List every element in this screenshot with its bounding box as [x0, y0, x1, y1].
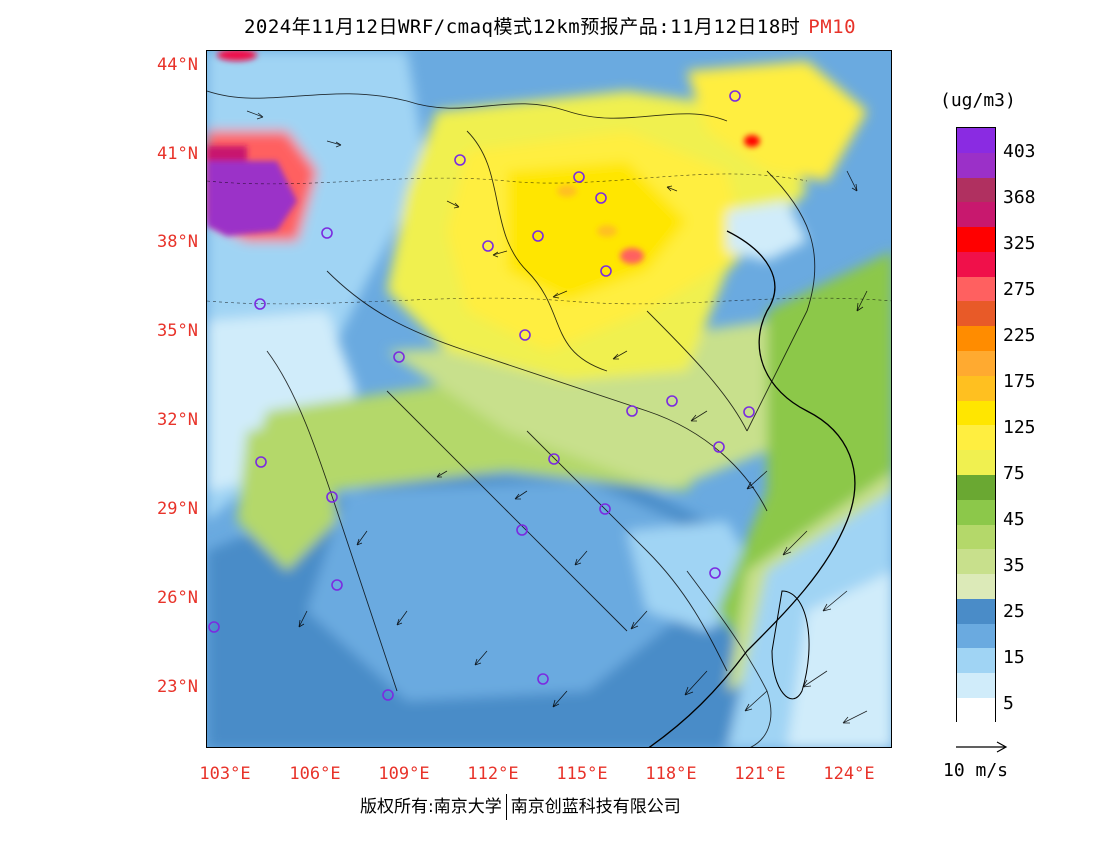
legend-swatch — [957, 326, 995, 352]
copyright-part1: 版权所有:南京大学 — [360, 797, 502, 817]
legend-swatch — [957, 351, 995, 376]
legend-swatch — [957, 474, 995, 500]
legend-label: 368 — [1003, 187, 1036, 208]
legend-swatch — [957, 177, 995, 203]
copyright-notice: 版权所有:南京大学 南京创蓝科技有限公司 — [360, 792, 681, 820]
lon-label-118e: 118°E — [645, 764, 697, 784]
legend-swatch — [957, 697, 995, 723]
legend-swatch — [957, 251, 995, 277]
legend-swatch — [957, 276, 995, 302]
legend-swatch — [957, 574, 995, 599]
lon-label-103e: 103°E — [199, 764, 251, 784]
title-main: 2024年11月12日WRF/cmaq模式12km预报产品:11月12日18时 — [243, 16, 801, 38]
legend-swatch — [957, 549, 995, 575]
legend-label: 35 — [1003, 555, 1025, 576]
legend-swatch — [957, 128, 995, 153]
legend-label: 225 — [1003, 325, 1036, 346]
legend-label: 403 — [1003, 141, 1036, 162]
wind-reference-label: 10 m/s — [943, 760, 1009, 781]
legend-label: 325 — [1003, 233, 1036, 254]
legend-label: 5 — [1003, 693, 1014, 714]
lat-label-26n: 26°N — [157, 588, 198, 608]
lat-label-29n: 29°N — [157, 499, 198, 519]
legend-swatch — [957, 648, 995, 674]
legend-label: 175 — [1003, 371, 1036, 392]
legend-label: 125 — [1003, 417, 1036, 438]
legend-label: 45 — [1003, 509, 1025, 530]
legend-swatch — [957, 499, 995, 525]
pm10-field-map — [207, 51, 891, 747]
legend-swatch — [957, 450, 995, 475]
legend-swatch — [957, 301, 995, 327]
lat-label-44n: 44°N — [157, 55, 198, 75]
lat-label-23n: 23°N — [157, 677, 198, 697]
legend-swatch — [957, 400, 995, 426]
legend-colorbar — [956, 127, 996, 723]
legend-swatch — [957, 375, 995, 401]
legend-swatch — [957, 227, 995, 252]
lon-label-106e: 106°E — [289, 764, 341, 784]
legend-swatch — [957, 152, 995, 178]
wind-reference-arrow — [956, 741, 1008, 753]
legend-swatch — [957, 673, 995, 698]
map-title: 2024年11月12日WRF/cmaq模式12km预报产品:11月12日18时 P… — [0, 12, 1100, 39]
lat-label-35n: 35°N — [157, 321, 198, 341]
legend-swatch — [957, 524, 995, 550]
legend-swatch — [957, 425, 995, 451]
legend-swatch — [957, 623, 995, 649]
lat-label-32n: 32°N — [157, 410, 198, 430]
lat-label-41n: 41°N — [157, 144, 198, 164]
copyright-part2: 南京创蓝科技有限公司 — [510, 797, 681, 817]
lat-label-38n: 38°N — [157, 232, 198, 252]
title-species: PM10 — [808, 16, 857, 38]
legend-swatch — [957, 202, 995, 228]
lon-label-121e: 121°E — [734, 764, 786, 784]
legend-label: 15 — [1003, 647, 1025, 668]
legend-label: 25 — [1003, 601, 1025, 622]
lon-label-115e: 115°E — [556, 764, 608, 784]
copyright-separator — [505, 794, 507, 820]
lon-label-112e: 112°E — [467, 764, 519, 784]
lon-label-109e: 109°E — [378, 764, 430, 784]
legend-label: 75 — [1003, 463, 1025, 484]
map-panel — [206, 50, 892, 748]
legend-label: 275 — [1003, 279, 1036, 300]
legend-swatch — [957, 598, 995, 624]
lon-label-124e: 124°E — [823, 764, 875, 784]
legend-unit: (ug/m3) — [940, 90, 1016, 111]
